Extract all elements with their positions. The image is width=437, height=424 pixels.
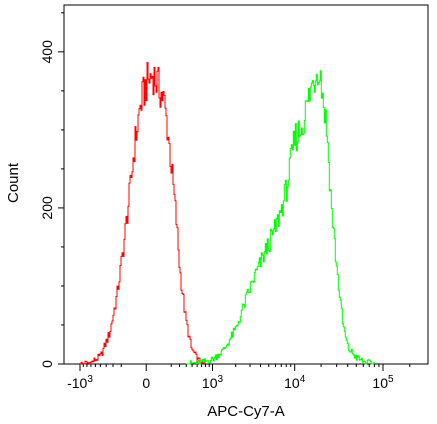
x-tick-exponent: 3 [218,374,224,385]
x-tick-exponent: 5 [388,374,394,385]
x-tick-label: 105 [372,374,394,391]
x-tick-label: -103 [67,374,93,391]
x-tick-label: 103 [202,374,224,391]
x-tick-base: 0 [142,375,150,391]
x-tick-base: -10 [67,375,87,391]
x-tick-label: 104 [284,374,306,391]
x-tick-base: 10 [284,375,300,391]
y-axis-title: Count [5,162,22,203]
x-tick-label: 0 [142,375,150,391]
x-axis-title: APC-Cy7-A [207,403,285,420]
x-tick-base: 10 [202,375,218,391]
y-tick-label: 400 [39,40,55,64]
y-tick-label: 200 [39,196,55,220]
series-layer [80,61,375,365]
x-tick-base: 10 [372,375,388,391]
histogram-series-2 [186,70,375,365]
x-tick-exponent: 3 [87,374,93,385]
y-tick-label: 0 [39,360,55,368]
x-tick-exponent: 4 [300,374,306,385]
plot-frame [63,4,429,365]
histogram-series-1 [80,61,206,365]
